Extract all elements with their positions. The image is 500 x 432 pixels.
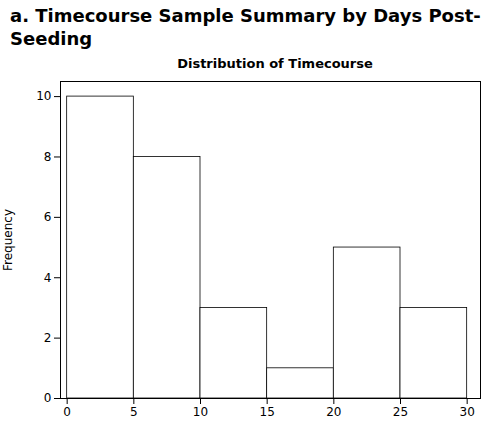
svg-text:10: 10: [36, 89, 51, 103]
html-text:a. Timecourse Sample Summary b: a. Timecourse Sample Summary by Days Pos…: [10, 5, 481, 26]
svg-text:15: 15: [260, 405, 275, 419]
svg-text:4: 4: [44, 271, 52, 285]
svg-text:25: 25: [393, 405, 408, 419]
svg-text:Frequency: Frequency: [1, 209, 15, 271]
svg-text:0: 0: [63, 405, 71, 419]
svg-text:6: 6: [44, 210, 52, 224]
html-text:Distribution of Timecourse: Distribution of Timecourse: [177, 56, 373, 71]
svg-text:20: 20: [326, 405, 341, 419]
svg-text:5: 5: [130, 405, 138, 419]
svg-text:30: 30: [460, 405, 475, 419]
html-text:Seeding: Seeding: [10, 28, 93, 49]
svg-text:10: 10: [193, 405, 208, 419]
svg-text:8: 8: [44, 150, 52, 164]
svg-text:0: 0: [44, 391, 52, 405]
svg-text:2: 2: [44, 331, 52, 345]
